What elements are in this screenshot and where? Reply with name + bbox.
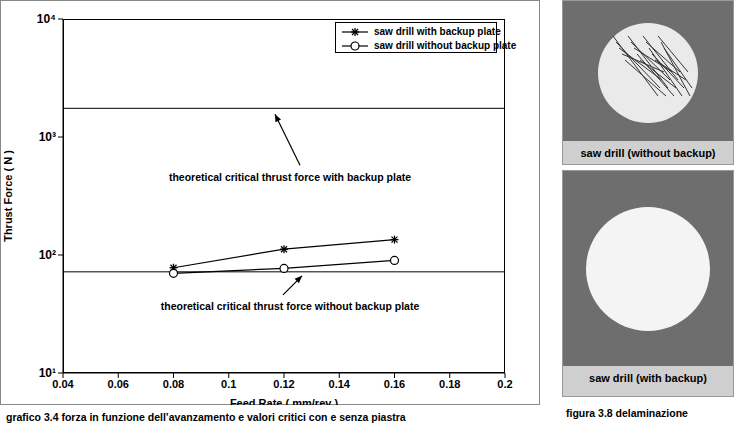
svg-text:Thrust Force ( N ): Thrust Force ( N ) bbox=[8, 150, 14, 242]
svg-text:10³: 10³ bbox=[39, 130, 56, 144]
svg-text:0.18: 0.18 bbox=[439, 378, 460, 390]
svg-text:Feed Rate ( mm/rev ): Feed Rate ( mm/rev ) bbox=[230, 397, 339, 405]
svg-text:theoretical critical thrust fo: theoretical critical thrust force with b… bbox=[169, 171, 411, 183]
svg-text:0.08: 0.08 bbox=[163, 378, 184, 390]
svg-text:10⁴: 10⁴ bbox=[37, 12, 56, 26]
svg-text:theoretical critical thrust fo: theoretical critical thrust force withou… bbox=[161, 300, 420, 312]
svg-text:0.2: 0.2 bbox=[497, 378, 512, 390]
html-text:saw drill (with backup): saw drill (with backup) bbox=[589, 372, 707, 384]
html-text:saw drill with backup plate: saw drill with backup plate bbox=[374, 26, 501, 37]
html-text:grafico 3.4 forza in funzione: grafico 3.4 forza in funzione dell’avanz… bbox=[6, 411, 406, 423]
svg-text:0.06: 0.06 bbox=[108, 378, 129, 390]
html-text:saw drill (without backup): saw drill (without backup) bbox=[580, 147, 716, 159]
svg-text:0.04: 0.04 bbox=[52, 377, 74, 390]
html-text:figura 3.8 delaminazione: figura 3.8 delaminazione bbox=[566, 407, 688, 419]
svg-text:0.12: 0.12 bbox=[273, 378, 294, 390]
svg-text:0.14: 0.14 bbox=[329, 378, 351, 390]
svg-text:0.16: 0.16 bbox=[384, 378, 405, 390]
svg-text:10¹: 10¹ bbox=[39, 366, 56, 380]
svg-text:10²: 10² bbox=[39, 248, 56, 262]
svg-text:0.1: 0.1 bbox=[221, 378, 236, 390]
html-text:saw drill without backup plate: saw drill without backup plate bbox=[374, 40, 517, 51]
